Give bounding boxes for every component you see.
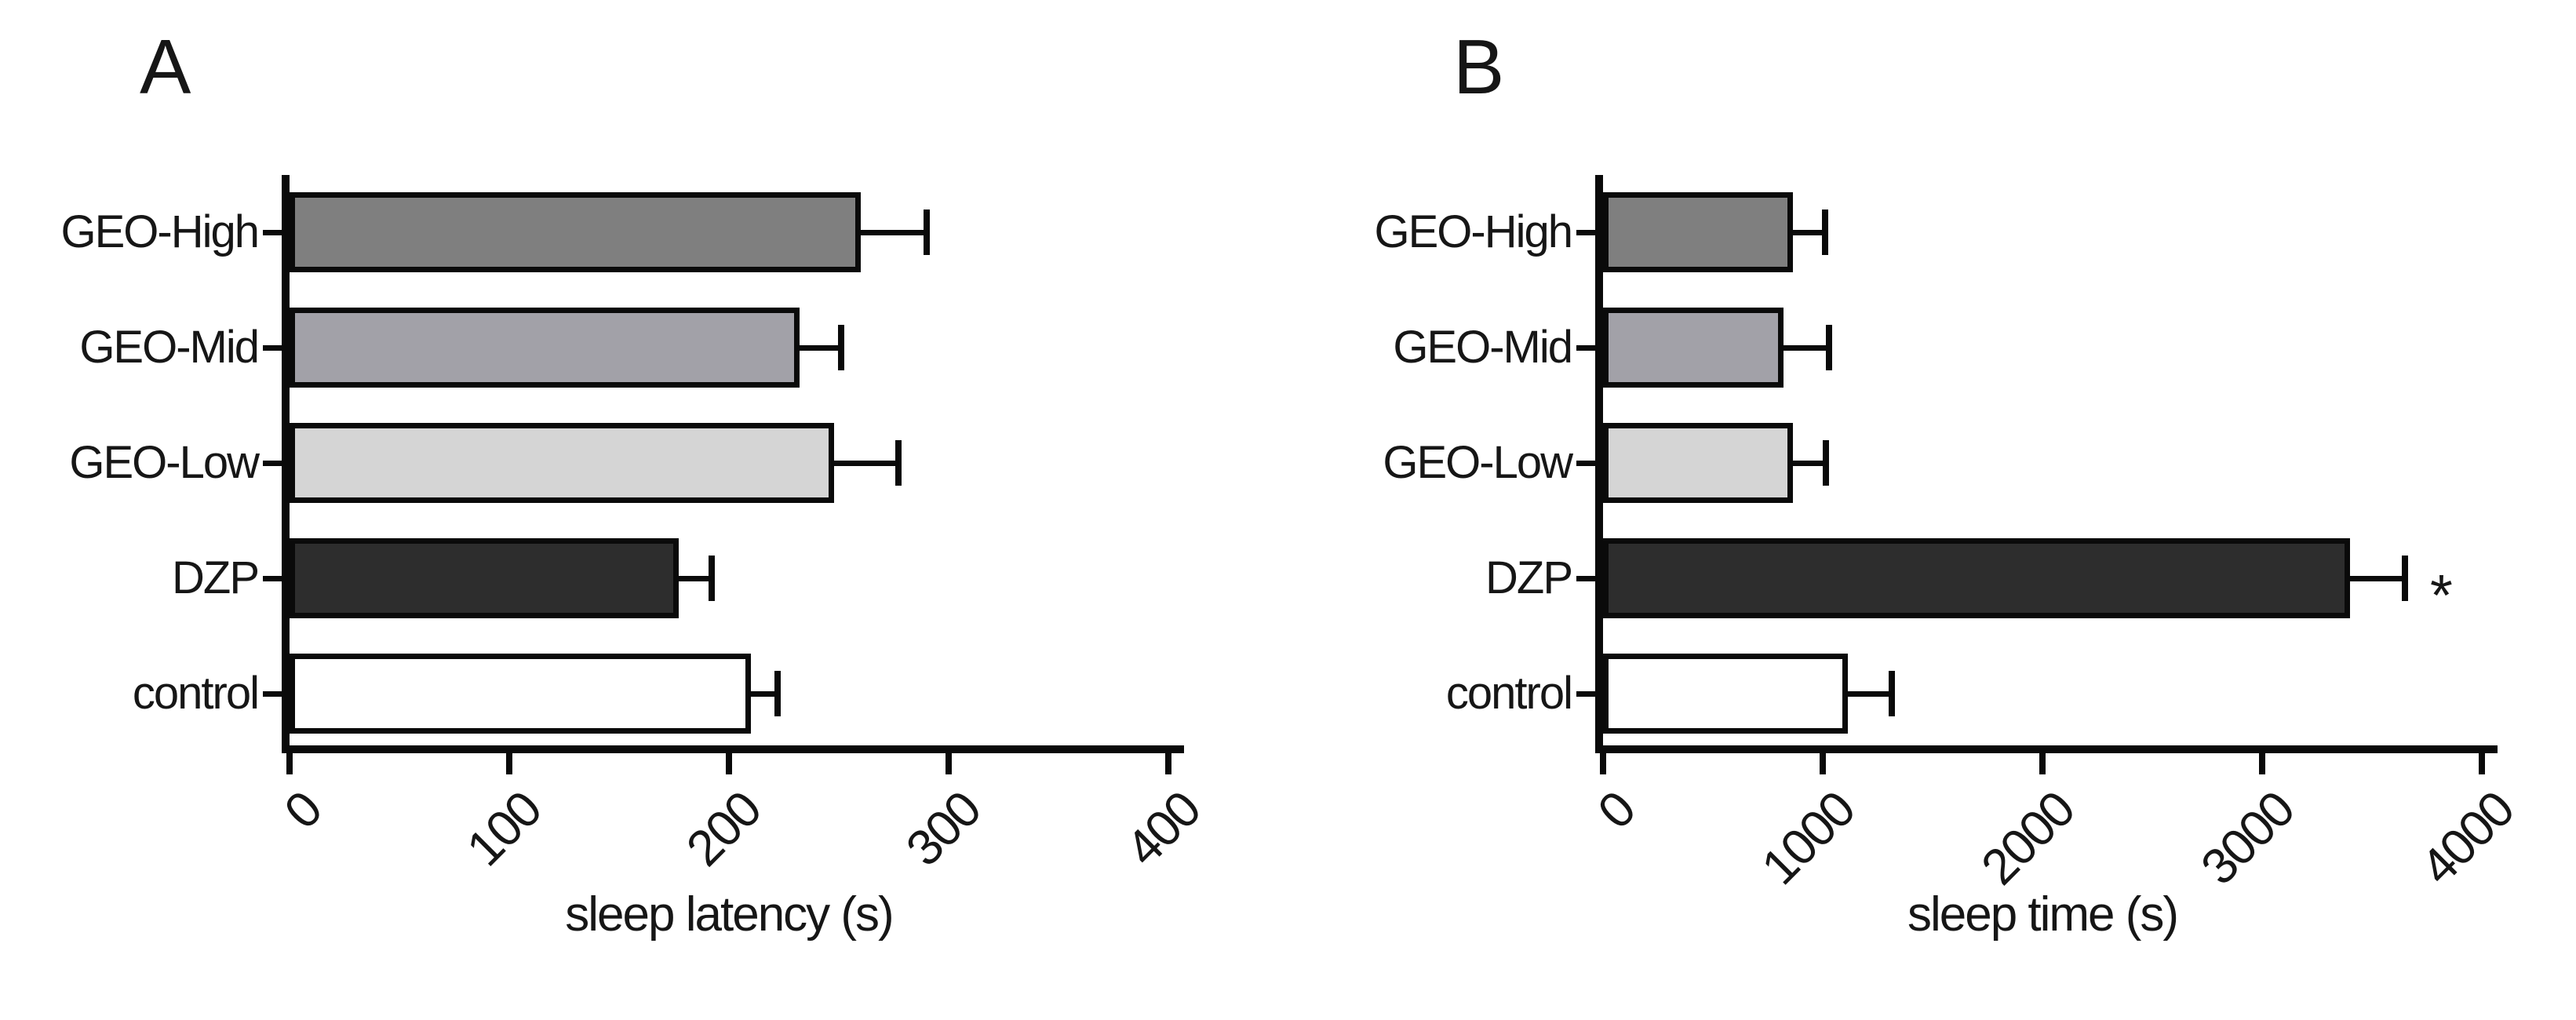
panel-letter-b: B [1453,24,1505,110]
x-axis-tick [506,753,512,774]
error-bar-line [749,691,775,697]
x-axis-tick [1600,753,1606,774]
x-axis-tick [946,753,952,774]
error-bar-cap [1823,440,1830,486]
error-bar-line [1846,691,1890,697]
bar-geo-low [1603,423,1794,503]
error-bar-line [2348,576,2403,581]
error-bar-cap [1821,209,1828,255]
y-axis-tick [263,460,282,466]
error-bar-cap [1889,671,1896,716]
x-axis-title: sleep time (s) [1907,887,2179,942]
error-bar-cap [708,556,715,601]
x-axis-tick [286,753,293,774]
y-axis-tick [263,344,282,351]
y-axis-tick [1576,344,1595,351]
bar-geo-high [1603,192,1794,272]
error-bar-line [676,576,709,581]
category-label: DZP [172,552,260,603]
category-label: GEO-High [1374,206,1573,257]
bar-dzp [290,538,679,618]
bar-control [1603,654,1849,734]
x-tick-label: 4000 [2410,781,2525,896]
category-label: control [132,668,260,719]
error-bar-line [1791,461,1824,466]
error-bar-cap [894,440,902,486]
x-axis-tick [2479,753,2485,774]
bar-geo-high [290,192,861,272]
y-axis-tick [1576,229,1595,235]
x-axis-tick [1165,753,1171,774]
category-label: GEO-Low [69,437,260,488]
category-label: GEO-Mid [79,322,260,373]
error-bar-line [797,345,839,351]
x-axis-line [282,745,1184,753]
bar-geo-mid [290,308,800,388]
bar-dzp [1603,538,2350,618]
x-axis-tick [726,753,732,774]
error-bar-cap [1826,325,1833,370]
error-bar-line [859,230,924,235]
bar-control [290,654,751,734]
bar-geo-low [290,423,835,503]
bar-geo-mid [1603,308,1784,388]
error-bar-cap [2402,556,2408,601]
x-axis-title: sleep latency (s) [565,887,894,942]
x-axis-tick [2259,753,2265,774]
y-axis-line [1595,175,1603,753]
error-bar-cap [924,209,930,255]
x-axis-tick [1820,753,1826,774]
error-bar-cap [774,671,781,716]
y-axis-tick [263,229,282,235]
category-label: GEO-High [60,206,260,257]
x-axis-tick [2039,753,2046,774]
panel-letter-a: A [140,24,191,110]
category-label: GEO-Mid [1393,322,1573,373]
y-axis-tick [263,690,282,697]
error-bar-line [1781,345,1827,351]
y-axis-tick [263,575,282,581]
x-axis-line [1595,745,2498,753]
error-bar-cap [837,325,844,370]
error-bar-line [833,461,896,466]
y-axis-tick [1576,460,1595,466]
y-axis-line [282,175,290,753]
y-axis-tick [1576,690,1595,697]
error-bar-line [1791,230,1823,235]
significance-asterisk: * [2430,563,2453,628]
category-label: control [1445,668,1573,719]
category-label: DZP [1485,552,1573,603]
y-axis-tick [1576,575,1595,581]
x-tick-label: 0 [1587,781,1646,840]
category-label: GEO-Low [1383,437,1573,488]
